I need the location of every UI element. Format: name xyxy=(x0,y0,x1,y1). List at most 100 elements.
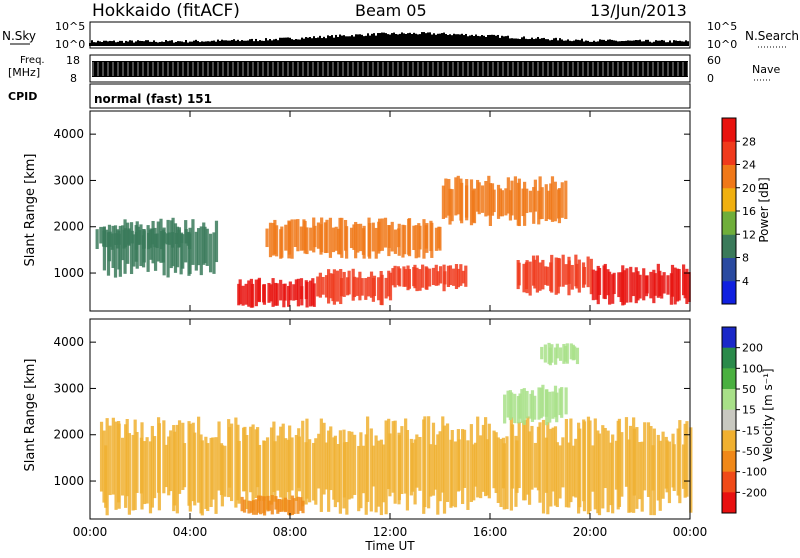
power-cell xyxy=(328,217,333,258)
power-cell xyxy=(136,226,140,245)
velocity-cell xyxy=(661,431,665,499)
nave-label: Nave xyxy=(752,63,780,76)
velocity-cell xyxy=(516,396,521,424)
velocity-cell xyxy=(423,416,427,508)
velocity-cell xyxy=(257,444,262,501)
power-cell xyxy=(452,268,456,286)
power-ytick-label: 3000 xyxy=(53,173,84,187)
nsky-label: N.Sky xyxy=(2,29,36,43)
power-cell xyxy=(434,227,439,251)
velocity-cell xyxy=(596,430,600,514)
velocity-cell xyxy=(667,441,672,504)
power-cell xyxy=(554,257,558,295)
power-cell xyxy=(380,218,384,251)
velocity-cell xyxy=(345,442,349,515)
power-cell xyxy=(142,231,146,249)
power-cell xyxy=(296,278,300,307)
power-cell xyxy=(649,271,653,299)
power-colorbar-swatch xyxy=(722,187,736,212)
velocity-cell xyxy=(510,424,515,489)
velocity-cell xyxy=(543,344,547,363)
velocity-cell xyxy=(283,497,288,513)
power-cell xyxy=(488,183,493,226)
velocity-ytick-label: 1000 xyxy=(53,474,84,488)
velocity-cell xyxy=(549,428,553,507)
velocity-cell xyxy=(603,427,607,489)
power-cell xyxy=(138,230,142,245)
velocity-cell xyxy=(193,432,197,506)
power-cell xyxy=(456,175,460,215)
power-cell xyxy=(653,273,657,296)
velocity-cell xyxy=(150,425,154,508)
nsky-trace xyxy=(89,32,689,46)
power-cell xyxy=(645,275,649,294)
velocity-cell xyxy=(609,442,613,506)
velocity-colorbar-tick-label: -100 xyxy=(742,466,767,479)
velocity-cell xyxy=(551,427,555,492)
velocity-cell xyxy=(322,422,326,495)
power-cell xyxy=(391,268,395,286)
velocity-cell xyxy=(525,390,529,419)
power-cell xyxy=(174,232,179,245)
power-cell xyxy=(355,277,359,296)
velocity-cell xyxy=(247,500,251,514)
velocity-cell xyxy=(288,499,292,516)
power-cell xyxy=(284,224,288,251)
power-cell xyxy=(557,258,562,287)
velocity-cell xyxy=(384,420,388,515)
nsky-panel xyxy=(89,21,691,49)
power-ytick-label: 2000 xyxy=(53,220,84,234)
velocity-cell xyxy=(611,434,615,514)
power-cell xyxy=(533,179,537,212)
velocity-cell xyxy=(157,423,161,511)
power-cell xyxy=(677,268,681,301)
power-cell xyxy=(484,180,488,217)
power-cell xyxy=(208,233,213,273)
cpid-text: normal (fast) 151 xyxy=(94,92,212,106)
velocity-cell xyxy=(404,418,408,494)
power-cell xyxy=(283,283,287,301)
power-cell xyxy=(670,264,675,297)
velocity-cell xyxy=(338,430,342,514)
power-cell xyxy=(387,270,391,297)
power-cell xyxy=(496,184,501,219)
velocity-cell xyxy=(539,387,543,419)
velocity-cell xyxy=(245,435,249,509)
power-colorbar-swatch xyxy=(722,164,736,189)
freq-tick-bottom: 8 xyxy=(70,72,77,85)
power-cell xyxy=(165,233,169,245)
power-cell xyxy=(377,277,381,301)
power-cell xyxy=(461,270,465,284)
velocity-cell xyxy=(676,428,680,496)
velocity-cell xyxy=(197,416,201,503)
velocity-cell xyxy=(220,445,224,507)
power-cell xyxy=(387,225,391,248)
power-cell xyxy=(275,283,279,306)
velocity-cell xyxy=(228,427,232,488)
velocity-cell xyxy=(522,388,526,425)
velocity-cell xyxy=(643,422,647,491)
power-cell xyxy=(533,259,537,289)
power-cell xyxy=(102,226,107,271)
power-cell xyxy=(673,267,677,305)
velocity-cell xyxy=(257,495,261,513)
velocity-cell xyxy=(533,442,538,488)
power-cell xyxy=(444,178,448,218)
power-ytick-label: 1000 xyxy=(53,266,84,280)
velocity-cell xyxy=(265,437,270,510)
power-cell xyxy=(312,283,316,307)
velocity-cell xyxy=(588,420,592,512)
xtick-label: 00:00 xyxy=(73,525,108,539)
velocity-cell xyxy=(565,343,569,364)
power-cell xyxy=(188,227,192,274)
power-cell xyxy=(625,268,629,303)
power-cell xyxy=(203,226,207,264)
power-cell xyxy=(407,269,411,289)
velocity-cell xyxy=(181,422,185,490)
power-cell xyxy=(347,270,351,295)
power-cell xyxy=(371,222,375,252)
velocity-colorbar-swatch xyxy=(722,471,736,493)
velocity-cell xyxy=(211,437,215,500)
velocity-cell xyxy=(555,392,559,423)
velocity-cell xyxy=(223,445,227,497)
